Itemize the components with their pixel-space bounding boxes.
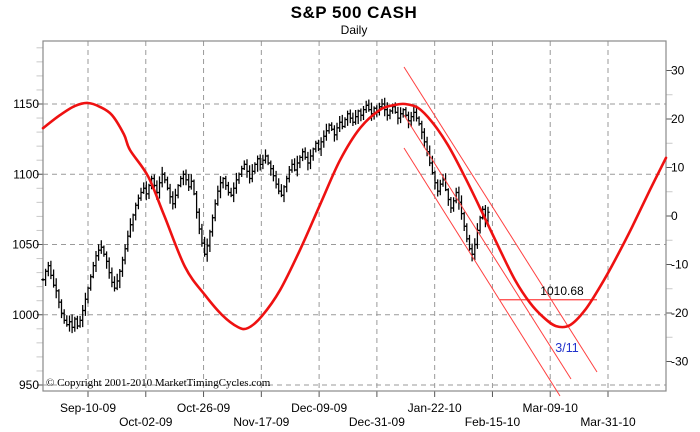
svg-text:10: 10: [671, 161, 685, 175]
svg-text:Jan-22-10: Jan-22-10: [408, 401, 462, 415]
x-axis-labels: Sep-10-09Oct-02-09Oct-26-09Nov-17-09Dec-…: [60, 401, 636, 429]
svg-text:-30: -30: [671, 355, 689, 369]
svg-text:-10: -10: [671, 258, 689, 272]
svg-text:Oct-02-09: Oct-02-09: [119, 415, 173, 429]
svg-text:30: 30: [671, 64, 685, 78]
svg-text:0: 0: [671, 209, 678, 223]
svg-text:Oct-26-09: Oct-26-09: [177, 401, 231, 415]
svg-text:Nov-17-09: Nov-17-09: [233, 415, 289, 429]
cycle-low-date-label: 3/11: [555, 341, 579, 355]
svg-text:Mar-31-10: Mar-31-10: [580, 415, 636, 429]
svg-text:-20: -20: [671, 306, 689, 320]
page-title: S&P 500 CASH: [290, 3, 418, 22]
trendlines: [403, 66, 598, 397]
y-axis-right-labels: 30 20 10 0 -10 -20 -30: [671, 64, 689, 369]
svg-text:Sep-10-09: Sep-10-09: [60, 401, 116, 415]
copyright-notice: © Copyright 2001-2010 MarketTimingCycles…: [46, 377, 271, 389]
svg-text:Dec-09-09: Dec-09-09: [291, 401, 347, 415]
svg-text:Mar-09-10: Mar-09-10: [523, 401, 579, 415]
y-axis-left-labels: 1150 1100 1050 1000 950: [12, 97, 39, 392]
svg-text:Feb-15-10: Feb-15-10: [465, 415, 521, 429]
svg-text:1000: 1000: [12, 308, 39, 322]
price-bars: [41, 97, 490, 334]
chart-subtitle: Daily: [340, 23, 368, 37]
svg-text:Dec-31-09: Dec-31-09: [349, 415, 405, 429]
svg-text:950: 950: [19, 378, 39, 392]
plot-border: [42, 40, 667, 392]
svg-text:20: 20: [671, 112, 685, 126]
support-level-label: 1010.68: [540, 284, 584, 298]
axis-ticks: [36, 47, 673, 397]
svg-text:1100: 1100: [13, 167, 39, 181]
gridlines: [43, 41, 666, 391]
svg-text:1150: 1150: [13, 97, 39, 111]
svg-text:1050: 1050: [12, 238, 39, 252]
cycle-line: [41, 101, 668, 331]
